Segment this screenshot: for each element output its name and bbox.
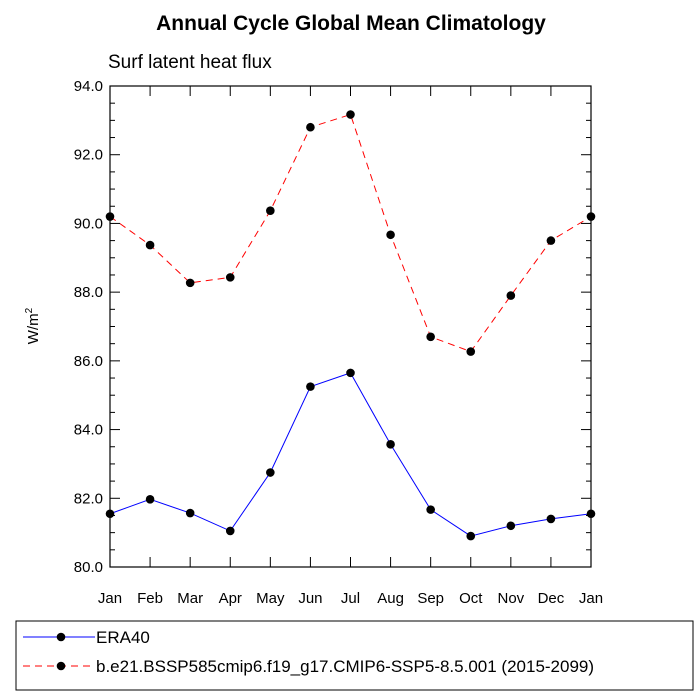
- series-1-point: [506, 521, 516, 531]
- series-2-point: [185, 278, 195, 288]
- series-1-point: [546, 514, 556, 524]
- y-axis-label-unit: W/m: [25, 313, 42, 344]
- legend-label-1: ERA40: [96, 628, 150, 647]
- series-1-point: [225, 526, 235, 536]
- series-2-point: [225, 273, 235, 282]
- series-2-point: [546, 236, 556, 245]
- x-tick-label: Nov: [497, 590, 524, 607]
- series-1-point: [145, 495, 155, 504]
- series-1-point: [426, 505, 435, 514]
- series-2-point: [266, 206, 275, 216]
- y-tick-label: 82.0: [74, 490, 103, 507]
- legend: ERA40 b.e21.BSSP585cmip6.f19_g17.CMIP6-SS…: [15, 620, 694, 691]
- y-axis-label: W/m2: [24, 307, 42, 344]
- x-tick-label: Jun: [298, 590, 322, 607]
- y-tick-label: 92.0: [74, 147, 103, 164]
- series-2-point: [386, 230, 395, 240]
- x-tick-label: Aug: [377, 590, 404, 607]
- plot-frame: [109, 85, 592, 568]
- legend-marker-1: [56, 632, 66, 642]
- chart-subtitle: Surf latent heat flux: [108, 52, 272, 73]
- series-2-point: [145, 240, 155, 250]
- series-1-point: [306, 382, 315, 391]
- series-2-point: [306, 122, 315, 132]
- y-tick-label: 88.0: [74, 284, 103, 301]
- y-tick-label: 80.0: [74, 559, 103, 576]
- x-tick-label: Jul: [341, 590, 360, 607]
- series-2-point: [426, 332, 435, 342]
- series-2-point: [346, 110, 355, 119]
- y-tick-label: 90.0: [74, 215, 103, 232]
- x-tick-label: Oct: [459, 590, 483, 607]
- x-tick-label: May: [256, 590, 285, 607]
- legend-marker-2: [56, 661, 66, 671]
- x-tick-label: Jan: [98, 590, 122, 607]
- y-tick-label: 84.0: [74, 422, 103, 439]
- series-1-point: [466, 531, 476, 541]
- x-tick-label: Apr: [219, 590, 242, 607]
- series-line-1: [109, 372, 592, 537]
- x-tick-label: Feb: [137, 590, 163, 607]
- y-axis-label-superscript: 2: [24, 307, 35, 313]
- axes: 80.0 82.0 84.0 86.0 88.0 90.0 92.0 94.0 Jan Feb Ma…: [74, 78, 603, 607]
- y-tick-label: 86.0: [74, 353, 103, 370]
- x-tick-label: Jan: [579, 590, 603, 607]
- series-1-point: [266, 468, 275, 477]
- x-tick-label: Sep: [417, 590, 444, 607]
- series-1-point: [185, 508, 195, 518]
- y-tick-label: 94.0: [74, 78, 103, 95]
- x-tick-label: Dec: [538, 590, 565, 607]
- series-2-point: [466, 347, 476, 356]
- chart-title: Annual Cycle Global Mean Climatology: [156, 12, 546, 35]
- legend-label-2: b.e21.BSSP585cmip6.f19_g17.CMIP6-SSP5-8.…: [96, 657, 594, 676]
- series-1-point: [386, 440, 395, 449]
- series-2-point: [506, 291, 516, 300]
- series-layer: [105, 110, 596, 541]
- series-1-point: [346, 368, 355, 378]
- legend-box: [15, 620, 694, 691]
- series-line-2: [109, 113, 592, 353]
- x-tick-label: Mar: [177, 590, 203, 607]
